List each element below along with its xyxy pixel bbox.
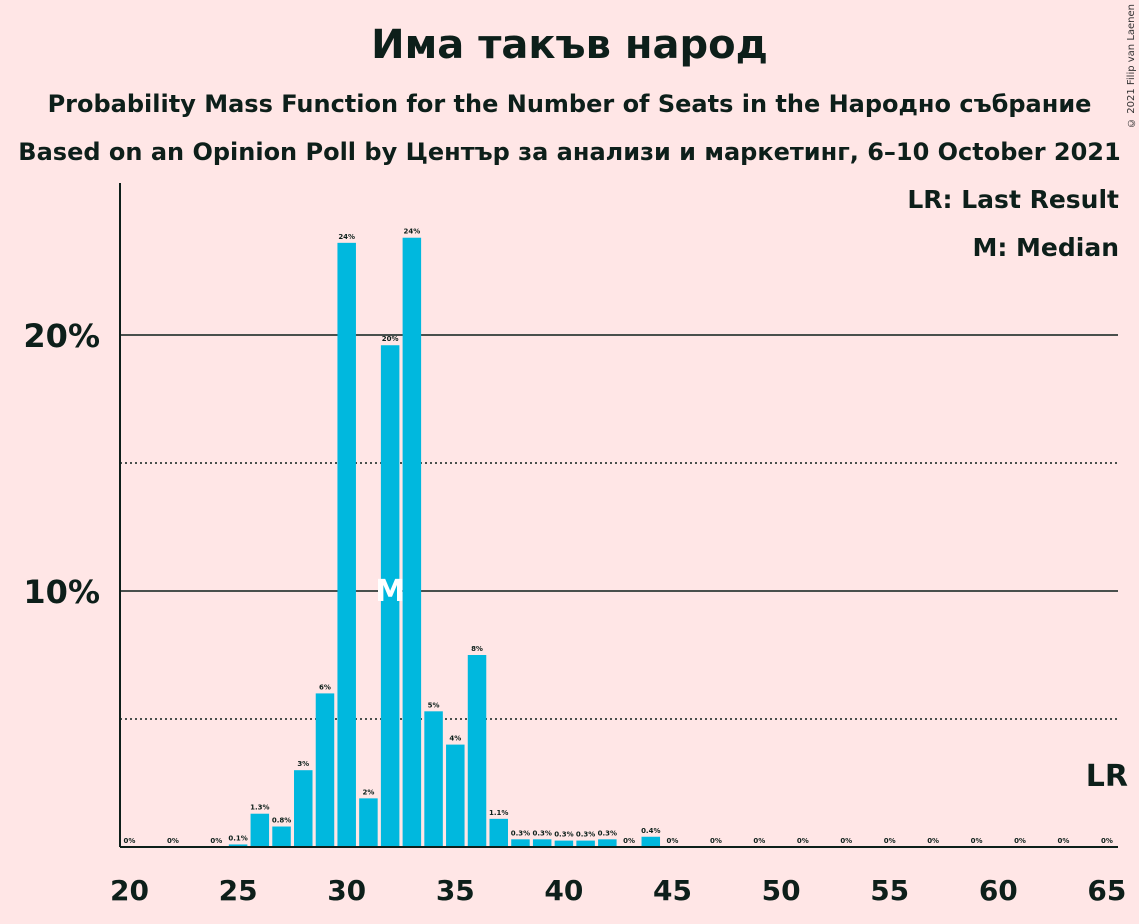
bar [532,839,552,847]
x-tick-label: 30 [327,874,366,907]
bar-value-label: 0% [623,837,635,845]
x-tick-label: 50 [762,874,801,907]
chart-subtitle: Probability Mass Function for the Number… [47,90,1092,118]
bar-value-label: 0.3% [598,829,617,837]
bar [359,798,378,847]
bar-value-label: 0% [927,837,939,845]
median-marker: M [375,574,405,609]
bar [315,693,335,847]
bar [598,839,617,847]
bar-value-label: 8% [471,645,483,653]
bar [250,813,270,847]
bar [446,744,465,847]
bar [554,840,574,847]
chart-title: Има такъв народ [371,22,768,68]
bar-value-label: 0% [124,837,136,845]
bar-value-label: 1.1% [489,809,508,817]
bar-value-label: 0.1% [228,834,247,842]
bar-value-label: 0% [840,837,852,845]
bar-value-label: 0.8% [272,817,291,825]
x-tick-label: 65 [1087,874,1126,907]
y-tick-label: 20% [23,317,100,355]
bar [402,237,422,848]
bar-value-label: 0.3% [554,831,573,839]
bar [576,840,595,847]
x-tick-label: 60 [979,874,1018,907]
bar-value-label: 0% [1058,837,1070,845]
bar [272,826,291,847]
bar-value-label: 0% [1014,837,1026,845]
bar [294,770,313,847]
bar-value-label: 0% [710,837,722,845]
bar-value-label: 4% [449,735,461,743]
x-tick-label: 45 [653,874,692,907]
bar [641,836,661,847]
bar-value-label: 0.3% [511,829,530,837]
bar-value-label: 0% [884,837,896,845]
bar-value-label: 0.3% [576,831,595,839]
bar [380,345,400,847]
x-tick-label: 55 [870,874,909,907]
bar-value-label: 6% [319,683,331,691]
bar-value-label: 0% [1101,837,1113,845]
legend-median: M: Median [972,233,1119,262]
bar [424,711,443,847]
x-tick-label: 40 [544,874,583,907]
chart-source: Based on an Opinion Poll by Център за ан… [18,138,1121,166]
bar-value-label: 0.3% [532,829,551,837]
x-tick-label: 35 [436,874,475,907]
legend-last-result: LR: Last Result [907,185,1119,214]
bar [489,818,508,847]
last-result-marker: LR [1086,759,1128,794]
bar [337,242,356,848]
bar-value-label: 0% [210,837,222,845]
bar-value-label: 0% [667,837,679,845]
bar-value-label: 1.3% [250,804,269,812]
bar-value-label: 3% [297,760,309,768]
bar-value-label: 20% [382,335,399,343]
bar-value-label: 24% [338,233,355,241]
bar-value-label: 0% [753,837,765,845]
bar-value-label: 0% [167,837,179,845]
bar-value-label: 5% [428,701,440,709]
bar-value-label: 2% [362,788,374,796]
bar [467,655,487,847]
bar-value-label: 0% [971,837,983,845]
bar [511,839,530,847]
x-tick-label: 20 [110,874,149,907]
bar [228,844,248,847]
bar-value-label: 24% [403,228,420,236]
y-tick-label: 10% [23,573,100,611]
bar-value-label: 0.4% [641,827,660,835]
bar-value-label: 0% [797,837,809,845]
x-tick-label: 25 [219,874,258,907]
